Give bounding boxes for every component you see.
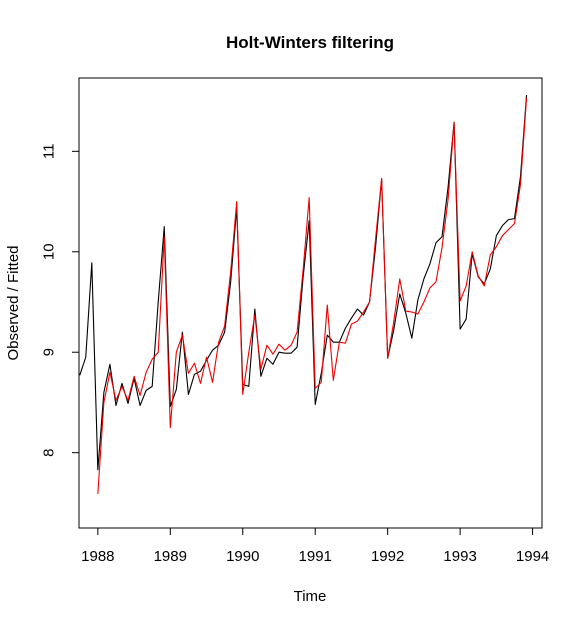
y-tick-label-10: 10 [41, 243, 58, 260]
x-tick-label-1988: 1988 [81, 548, 114, 565]
series-layer [79, 95, 528, 494]
y-axis-label: Observed / Fitted [5, 245, 22, 360]
x-axis-label: Time [294, 588, 327, 605]
y-axis: 8 9 10 11 [41, 144, 79, 457]
x-tick-label-1991: 1991 [299, 548, 332, 565]
y-tick-label-9: 9 [41, 348, 58, 356]
x-tick-label-1990: 1990 [226, 548, 259, 565]
x-tick-label-1994: 1994 [516, 548, 549, 565]
plot-frame [78, 77, 543, 529]
x-axis: 1988 1989 1990 1991 1992 1993 1994 [81, 528, 549, 565]
y-tick-label-8: 8 [41, 448, 58, 456]
x-tick-label-1993: 1993 [443, 548, 476, 565]
x-tick-label-1992: 1992 [371, 548, 404, 565]
y-tick-label-11: 11 [41, 144, 58, 160]
chart-title: Holt-Winters filtering [226, 33, 394, 52]
series-line-1 [97, 98, 528, 494]
x-tick-label-1989: 1989 [154, 548, 187, 565]
